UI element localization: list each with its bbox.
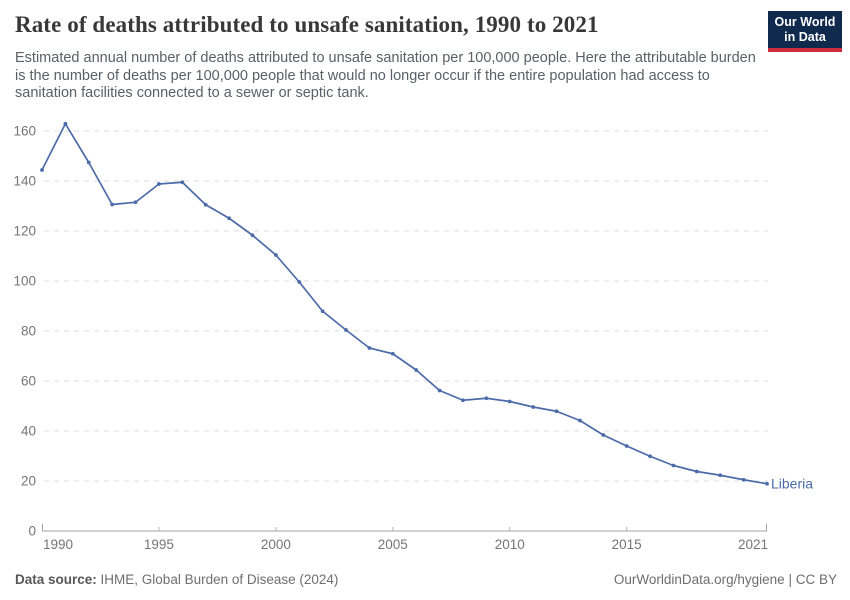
data-point-1992[interactable] [86,160,91,165]
y-tick-label-20: 20 [21,474,36,489]
series-label-liberia[interactable]: Liberia [771,475,813,491]
y-tick-label-160: 160 [13,124,36,139]
data-point-2001[interactable] [297,280,302,284]
data-source: Data source: IHME, Global Burden of Dise… [15,572,338,587]
x-tick-label-2021: 2021 [738,537,768,552]
y-tick-label-0: 0 [28,524,36,539]
data-point-2012[interactable] [554,409,559,414]
data-point-2011[interactable] [531,405,536,409]
owid-logo-red-rule [768,48,842,52]
data-point-2014[interactable] [601,433,606,437]
data-point-2010[interactable] [507,399,512,404]
y-tick-label-40: 40 [21,424,36,439]
data-point-2015[interactable] [624,444,629,448]
data-point-1993[interactable] [110,202,115,207]
data-point-2008[interactable] [461,398,465,403]
x-tick-label-2010: 2010 [495,537,525,552]
data-point-2018[interactable] [694,469,699,474]
chart-title: Rate of deaths attributed to unsafe sani… [15,12,599,37]
data-point-1996[interactable] [180,180,185,185]
x-tick-label-2000: 2000 [261,537,291,552]
owid-logo-line1: Our World [774,15,836,29]
owid-logo-box: Our World in Data [768,11,842,48]
data-point-1998[interactable] [227,216,231,221]
data-point-2020[interactable] [741,477,746,482]
data-point-1990[interactable] [40,168,44,172]
data-point-2007[interactable] [437,388,442,393]
y-tick-label-100: 100 [13,274,36,289]
line-chart: 0 20 40 60 80 100 120 140 160 1990 1995 2000 2005 201… [13,121,813,552]
data-point-1994[interactable] [133,200,138,205]
data-point-2009[interactable] [484,396,489,401]
data-point-1995[interactable] [157,182,161,186]
data-point-2021[interactable] [765,481,769,486]
data-point-1997[interactable] [203,202,208,207]
data-point-2000[interactable] [273,253,278,257]
owid-url-link[interactable]: OurWorldinData.org/hygiene [613,572,785,587]
y-tick-label-140: 140 [13,174,36,189]
data-point-2003[interactable] [344,328,348,332]
y-tick-label-120: 120 [13,224,36,239]
data-point-2013[interactable] [578,418,582,423]
data-point-2016[interactable] [648,454,652,459]
series-line-liberia[interactable] [41,122,768,485]
data-point-2006[interactable] [414,368,419,372]
x-tick-label-1990: 1990 [43,537,73,552]
data-point-2017[interactable] [671,463,676,468]
y-tick-label-80: 80 [21,324,36,339]
license-label: CC BY [795,572,837,587]
data-point-2004[interactable] [367,346,372,350]
data-point-1999[interactable] [250,233,255,238]
data-point-1991[interactable] [63,121,68,126]
owid-logo[interactable]: Our World in Data [768,11,842,52]
license-note: OurWorldinData.org/hygiene | CC BY [614,572,837,587]
y-tick-label-60: 60 [21,374,36,389]
x-tick-label-2005: 2005 [378,537,408,552]
data-point-2019[interactable] [718,473,723,478]
footer-divider: | [788,572,792,587]
data-source-value: IHME, Global Burden of Disease (2024) [100,572,339,587]
owid-logo-line2: in Data [784,30,826,44]
data-point-2002[interactable] [320,309,325,314]
x-tick-label-2015: 2015 [612,537,642,552]
chart-subtitle: Estimated annual number of deaths attrib… [15,50,756,101]
data-point-2005[interactable] [390,351,395,356]
x-tick-label-1995: 1995 [144,537,174,552]
data-source-label: Data source: [15,572,97,587]
